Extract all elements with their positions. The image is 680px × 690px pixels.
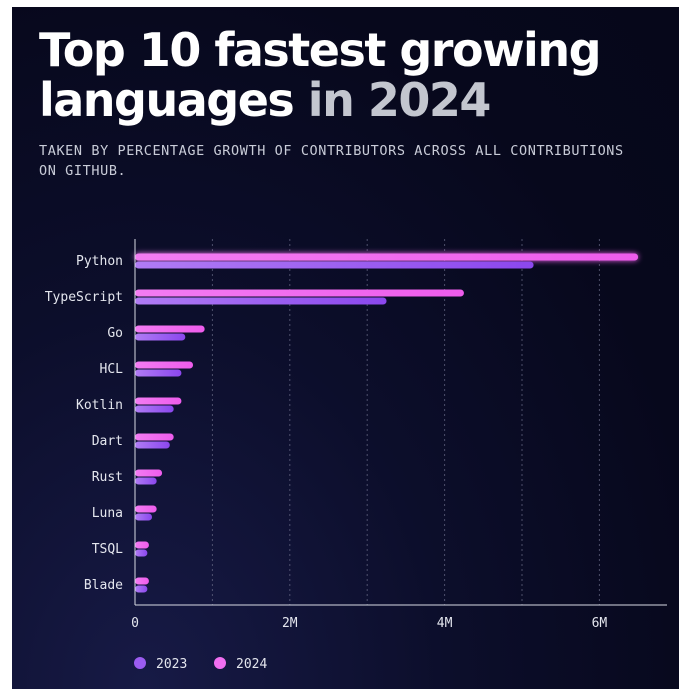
- category-label: Rust: [92, 470, 123, 485]
- category-label: HCL: [100, 362, 124, 377]
- legend-label: 2023: [156, 657, 187, 672]
- title-word: languages: [39, 73, 295, 127]
- legend-swatch: [214, 657, 226, 669]
- bar-2024: [135, 541, 149, 549]
- bar-2024: [135, 325, 205, 333]
- chart-subtitle: TAKEN BY PERCENTAGE GROWTH OF CONTRIBUTO…: [39, 143, 624, 179]
- category-label: Kotlin: [76, 398, 123, 413]
- bar-2024: [135, 289, 464, 297]
- category-label: TSQL: [92, 542, 123, 557]
- bar-2023: [135, 261, 534, 269]
- x-tick-label: 4M: [437, 616, 453, 631]
- x-axis: 0 2M 4M 6M: [131, 239, 667, 631]
- bar-2023: [135, 513, 153, 521]
- bar-2024: [135, 361, 194, 369]
- bar-chart: Python TypeScript Go HCL Kotlin Dart Rust Luna T…: [45, 239, 667, 672]
- bar-2024: [135, 253, 639, 261]
- x-tick-label: 2M: [282, 616, 298, 631]
- bar-2024: [135, 505, 157, 513]
- chart-card: Top 10 fastest growing languages in 2024…: [12, 7, 679, 689]
- bar-2023: [135, 585, 148, 593]
- bar-2024: [135, 469, 163, 477]
- category-label: Go: [107, 326, 123, 341]
- legend: 2023 2024: [134, 657, 267, 672]
- x-tick-label: 0: [131, 616, 139, 631]
- title-year: in 2024: [293, 73, 492, 127]
- category-label: Python: [76, 254, 123, 269]
- category-label: Blade: [84, 578, 123, 593]
- bar-2023: [135, 369, 182, 377]
- bars: [135, 253, 639, 593]
- bar-2023: [135, 549, 148, 557]
- bar-2024: [135, 577, 149, 585]
- category-labels: Python TypeScript Go HCL Kotlin Dart Rust Luna T…: [45, 254, 123, 593]
- category-label: TypeScript: [45, 290, 123, 305]
- category-label: Dart: [92, 434, 123, 449]
- title-line-1: Top 10 fastest growing: [39, 23, 602, 77]
- bar-2023: [135, 405, 174, 413]
- legend-label: 2024: [236, 657, 267, 672]
- bar-2023: [135, 441, 170, 449]
- title-line-2: languages in 2024: [39, 75, 659, 125]
- bar-2023: [135, 477, 157, 485]
- bar-2024: [135, 397, 182, 405]
- x-tick-label: 6M: [592, 616, 608, 631]
- bar-2023: [135, 297, 387, 305]
- chart-title: Top 10 fastest growing languages in 2024: [39, 25, 659, 125]
- bar-2023: [135, 333, 186, 341]
- bar-2024: [135, 433, 174, 441]
- category-label: Luna: [92, 506, 123, 521]
- legend-swatch: [134, 657, 146, 669]
